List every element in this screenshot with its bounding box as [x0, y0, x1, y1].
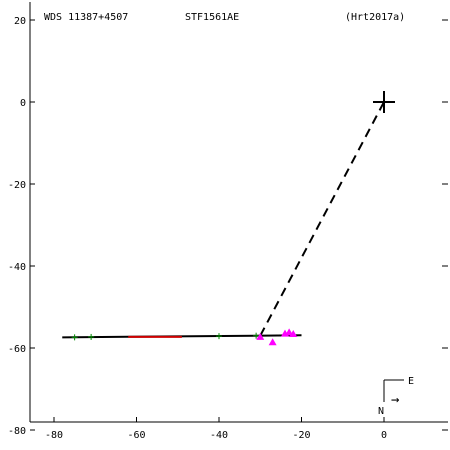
- y-tick-label: 0: [20, 98, 26, 109]
- header-reference: (Hrt2017a): [345, 12, 405, 23]
- magenta-point: [285, 328, 294, 336]
- green-point: [88, 333, 95, 340]
- y-ticks: 20 0 -20 -40 -60 -80: [8, 16, 448, 437]
- x-tick-label: -40: [210, 430, 228, 441]
- x-ticks: -80 -60 -40 -20 0: [45, 417, 387, 441]
- compass: E N →: [378, 376, 414, 417]
- header-pair-name: STF1561AE: [185, 12, 239, 23]
- x-tick-label: -80: [45, 430, 63, 441]
- magenta-point: [268, 338, 277, 346]
- y-tick-label: 20: [14, 16, 26, 27]
- compass-east-label: E: [408, 376, 414, 387]
- green-point: [216, 333, 222, 340]
- primary-star-marker: [373, 91, 395, 113]
- y-tick-label: -60: [8, 344, 26, 355]
- magenta-point: [289, 330, 298, 338]
- x-tick-label: -60: [127, 430, 145, 441]
- y-tick-label: -20: [8, 180, 26, 191]
- green-points: [71, 332, 260, 341]
- green-point: [253, 332, 260, 339]
- magenta-point: [256, 332, 265, 340]
- green-point: [71, 334, 78, 341]
- x-tick-label: 0: [381, 430, 387, 441]
- x-tick-label: -20: [292, 430, 310, 441]
- y-tick-label: -40: [8, 262, 26, 273]
- y-tick-label: -80: [8, 426, 26, 437]
- header-wds-id: WDS 11387+4507: [44, 12, 128, 23]
- compass-north-label: N: [378, 406, 384, 417]
- compass-arrow-icon: →: [391, 392, 399, 408]
- connector-dashed-line: [259, 101, 385, 337]
- magenta-points: [256, 328, 298, 346]
